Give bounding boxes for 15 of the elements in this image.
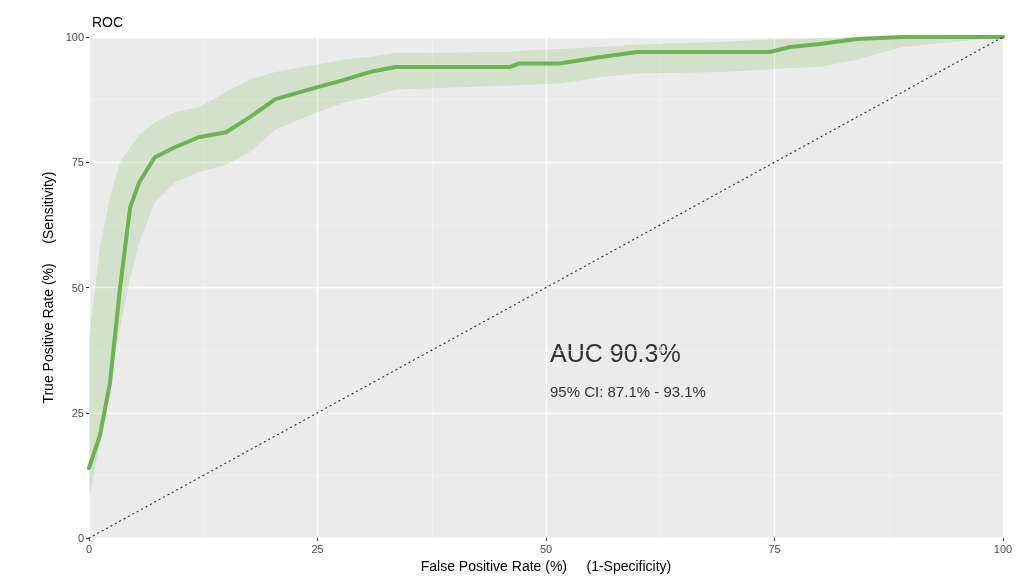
y-tick-label: 100 [65,31,84,43]
x-tick-label: 75 [768,542,781,555]
y-tick-label: 25 [71,406,84,419]
x-tick-label: 25 [311,542,324,555]
y-tick-label: 0 [77,532,84,545]
annotation: 95% CI: 87.1% - 93.1% [550,383,706,400]
y-tick-label: 50 [71,281,84,294]
x-tick-label: 100 [993,542,1013,555]
annotation: AUC 90.3% [550,338,681,367]
chart-title: ROC [92,14,124,30]
y-axis-title: True Positive Rate (%) (Sensitivity) [39,171,56,404]
y-tick-label: 75 [71,156,84,169]
x-tick-label: 0 [85,542,93,555]
x-axis-title: False Positive Rate (%) (1-Specificity) [420,558,672,574]
x-tick-label: 50 [539,542,553,555]
